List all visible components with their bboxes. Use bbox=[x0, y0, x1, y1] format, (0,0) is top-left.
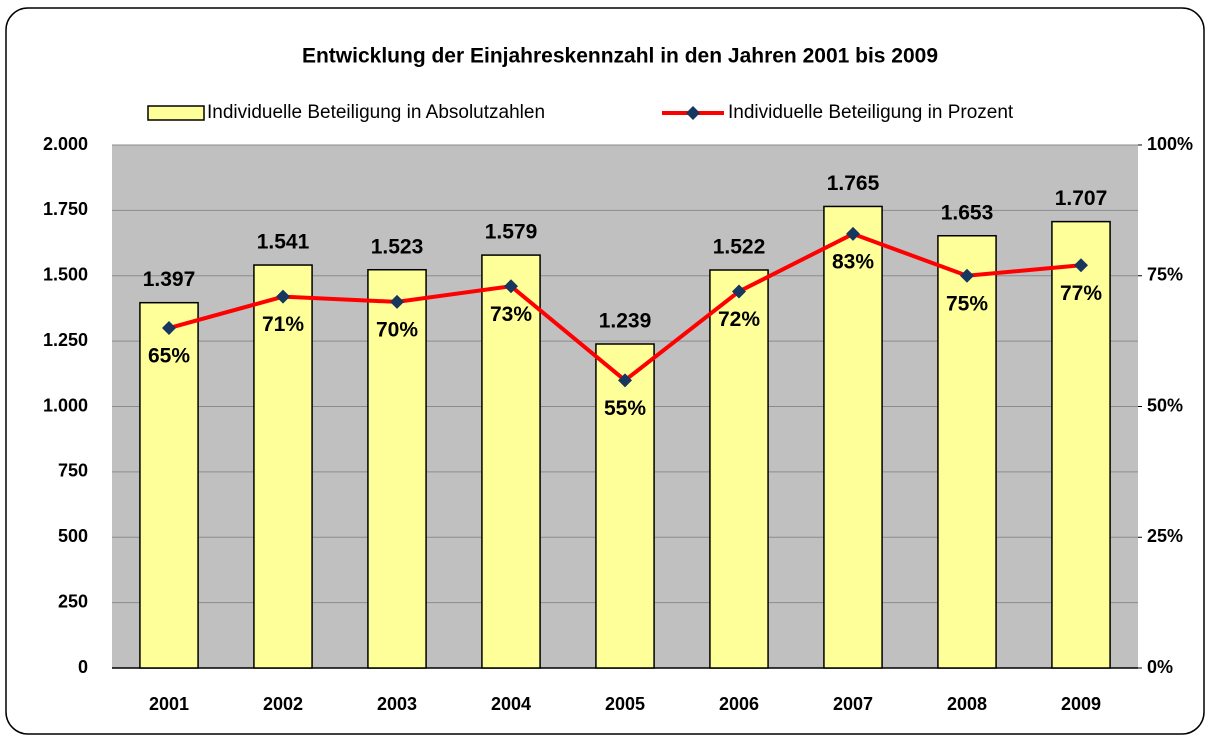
line-value-label: 77% bbox=[1060, 282, 1102, 305]
y-tick-label: 1.250 bbox=[43, 330, 88, 350]
line-value-label: 70% bbox=[376, 318, 418, 341]
y2-tick-label: 25% bbox=[1147, 526, 1183, 546]
legend-label: Individuelle Beteiligung in Prozent bbox=[728, 102, 1014, 123]
bar-value-label: 1.239 bbox=[599, 310, 652, 333]
x-tick-label: 2009 bbox=[1061, 694, 1101, 714]
legend-label: Individuelle Beteiligung in Absolutzahle… bbox=[207, 102, 545, 123]
line-value-label: 72% bbox=[718, 308, 760, 331]
line-value-label: 55% bbox=[604, 397, 646, 420]
chart-title: Entwicklung der Einjahreskennzahl in den… bbox=[302, 45, 938, 68]
legend-swatch bbox=[147, 105, 205, 121]
line-marker bbox=[1074, 258, 1088, 273]
y-tick-label: 2.000 bbox=[43, 134, 88, 154]
line-value-label: 65% bbox=[148, 345, 190, 368]
y-tick-label: 1.000 bbox=[43, 395, 88, 415]
bar bbox=[709, 269, 769, 669]
x-tick-label: 2003 bbox=[377, 694, 417, 714]
y-tick-label: 750 bbox=[58, 461, 88, 481]
bar-value-label: 1.579 bbox=[485, 221, 538, 244]
bar bbox=[253, 264, 313, 669]
bar bbox=[481, 254, 541, 669]
line-marker bbox=[276, 289, 290, 304]
y-tick-label: 250 bbox=[58, 591, 88, 611]
bar-value-label: 1.707 bbox=[1055, 187, 1108, 210]
line-marker bbox=[504, 279, 518, 294]
y-tick-label: 500 bbox=[58, 526, 88, 546]
x-tick-label: 2006 bbox=[719, 694, 759, 714]
bar bbox=[139, 301, 199, 669]
line-value-label: 75% bbox=[946, 292, 988, 315]
bar-value-label: 1.522 bbox=[713, 236, 766, 259]
line-marker bbox=[960, 268, 974, 283]
line-value-label: 71% bbox=[262, 313, 304, 336]
line-value-label: 83% bbox=[832, 250, 874, 273]
x-tick-label: 2008 bbox=[947, 694, 987, 714]
y-tick-label: 0 bbox=[78, 657, 88, 677]
line-marker bbox=[390, 294, 404, 309]
line-value-label: 73% bbox=[490, 303, 532, 326]
bar-value-label: 1.523 bbox=[371, 235, 424, 258]
line-marker bbox=[732, 284, 746, 299]
bar bbox=[1051, 220, 1111, 669]
legend-swatch bbox=[686, 106, 700, 120]
line-marker bbox=[618, 373, 632, 388]
bar-value-label: 1.541 bbox=[257, 231, 310, 254]
x-tick-label: 2005 bbox=[605, 694, 645, 714]
y2-tick-label: 100% bbox=[1147, 134, 1193, 154]
x-tick-label: 2002 bbox=[263, 694, 303, 714]
x-tick-label: 2001 bbox=[149, 694, 189, 714]
y-tick-label: 1.750 bbox=[43, 199, 88, 219]
line-marker bbox=[162, 321, 176, 336]
bar bbox=[595, 343, 655, 669]
x-tick-label: 2007 bbox=[833, 694, 873, 714]
bar-value-label: 1.397 bbox=[143, 268, 196, 291]
y-tick-label: 1.500 bbox=[43, 265, 88, 285]
bar bbox=[823, 205, 883, 669]
bar bbox=[367, 268, 427, 669]
y2-tick-label: 75% bbox=[1147, 265, 1183, 285]
bar-value-label: 1.765 bbox=[827, 172, 880, 195]
bar-value-label: 1.653 bbox=[941, 201, 994, 224]
y2-tick-label: 0% bbox=[1147, 657, 1173, 677]
y2-tick-label: 50% bbox=[1147, 395, 1183, 415]
line-marker bbox=[846, 226, 860, 241]
bar bbox=[937, 234, 997, 669]
x-tick-label: 2004 bbox=[491, 694, 531, 714]
